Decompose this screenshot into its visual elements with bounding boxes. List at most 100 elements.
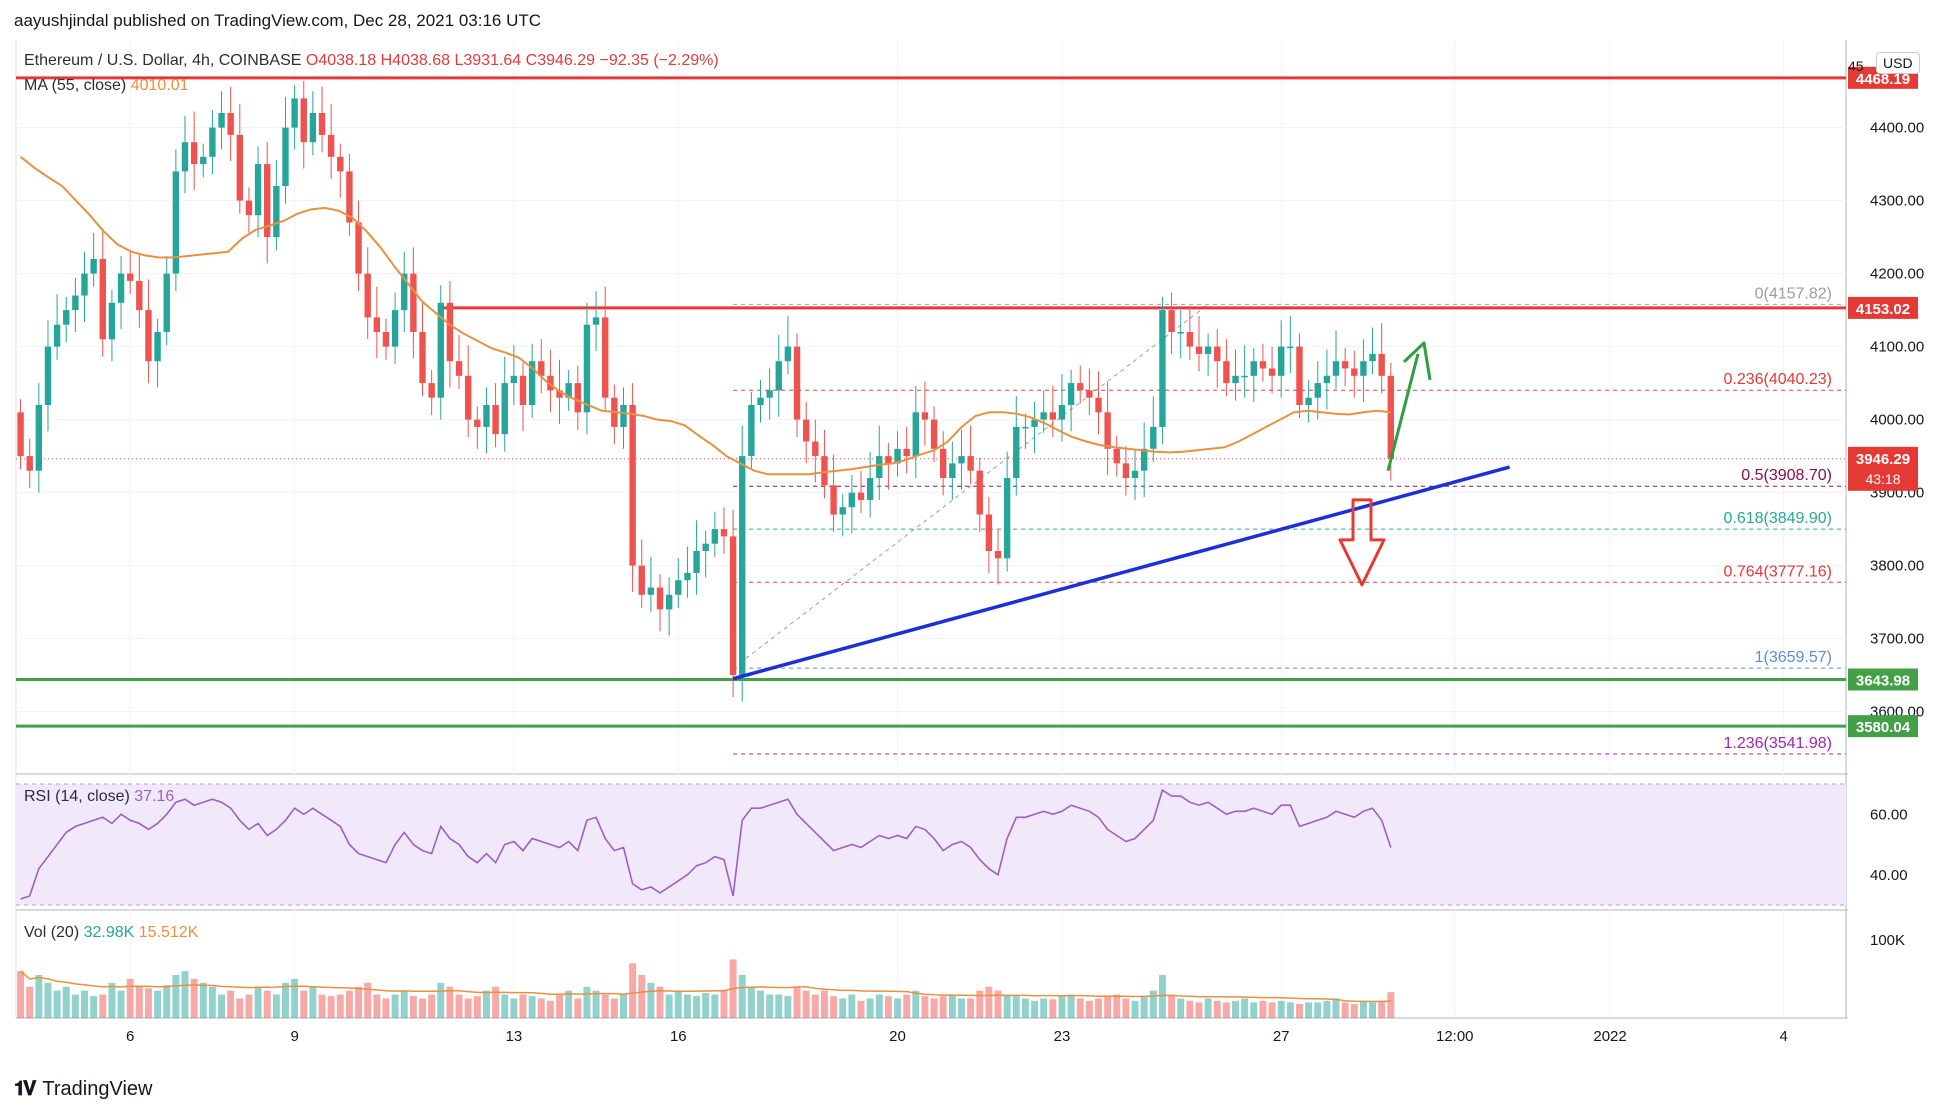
candle-body xyxy=(1013,426,1020,478)
volume-bar xyxy=(1131,1000,1139,1018)
close-value: C3946.29 xyxy=(525,52,596,69)
volume-bar xyxy=(1387,992,1395,1018)
volume-bar xyxy=(1350,1003,1358,1018)
candle-body xyxy=(492,405,499,435)
volume-bar xyxy=(446,986,454,1018)
rsi-label: RSI (14, close) xyxy=(24,788,130,805)
symbol-legend[interactable]: Ethereum / U.S. Dollar, 4h, COINBASE O40… xyxy=(24,52,719,70)
volume-bar xyxy=(117,990,125,1018)
candle-body xyxy=(583,324,591,413)
time-axis: 6 9 13 16 20 23 27 12:00 2022 4 xyxy=(126,1028,1788,1045)
candle-body xyxy=(647,587,655,595)
volume-bar xyxy=(309,986,317,1018)
candle-body xyxy=(538,361,545,376)
volume-bar xyxy=(163,985,171,1018)
volume-bar xyxy=(245,994,253,1018)
logo-text: TradingView xyxy=(42,1078,153,1100)
volume-bar xyxy=(1122,998,1130,1018)
candle-body xyxy=(1323,375,1331,384)
candle-body xyxy=(985,514,993,551)
candle-body xyxy=(876,456,883,478)
volume-bar xyxy=(793,986,801,1018)
volume-bar xyxy=(172,975,180,1018)
candle-body xyxy=(1177,332,1184,334)
candle-body xyxy=(1387,375,1395,459)
volume-bar xyxy=(1241,998,1249,1018)
volume-bar xyxy=(1076,998,1084,1018)
volume-bar xyxy=(820,990,828,1018)
volume-legend[interactable]: Vol (20) 32.98K 15.512K xyxy=(24,924,198,942)
candle-body xyxy=(236,134,244,201)
volume-bar xyxy=(455,994,463,1018)
volume-bar xyxy=(1067,994,1075,1018)
candle-body xyxy=(282,127,289,186)
candle-body xyxy=(885,456,892,464)
candle-body xyxy=(136,280,143,311)
volume-bar xyxy=(99,994,107,1018)
ma-label: MA (55, close) xyxy=(24,77,127,94)
price-tick-label: 4200.00 xyxy=(1870,266,1924,283)
candle-body xyxy=(35,405,43,471)
candle-body xyxy=(1204,346,1212,354)
candle-body xyxy=(592,317,600,325)
ma-legend[interactable]: MA (55, close) 4010.01 xyxy=(24,77,189,95)
candle-body xyxy=(684,572,691,581)
rsi-legend[interactable]: RSI (14, close) 37.16 xyxy=(24,788,174,806)
fib-level-label: 0.236(4040.23) xyxy=(1723,371,1832,388)
volume-bar xyxy=(875,994,883,1018)
candle-body xyxy=(318,113,326,135)
candle-body xyxy=(410,273,417,332)
bullish-arrow-shaft xyxy=(1386,353,1420,472)
volume-bar xyxy=(318,994,326,1018)
volume-bar xyxy=(1369,1002,1377,1018)
volume-bar xyxy=(683,994,691,1018)
volume-bar xyxy=(839,998,847,1018)
bearish-arrow xyxy=(1338,498,1386,587)
price-level-tag xyxy=(1848,296,1918,319)
candle-body xyxy=(556,390,563,398)
candle-body xyxy=(665,594,673,610)
price-level-tag xyxy=(1848,715,1918,738)
price-level-tag-label: 4153.02 xyxy=(1856,301,1910,318)
candle-body xyxy=(1003,478,1011,559)
candle-body xyxy=(784,346,792,362)
time-tick-label: 4 xyxy=(1779,1028,1787,1045)
candle-body xyxy=(419,332,426,384)
candle-body xyxy=(401,273,408,311)
tradingview-logo[interactable]: 𝟏𝐕 TradingView xyxy=(14,1078,152,1101)
currency-button[interactable]: USD xyxy=(1876,52,1920,74)
candle-body xyxy=(1122,463,1130,478)
volume-bar xyxy=(108,982,116,1018)
candle-body xyxy=(1113,448,1120,464)
candle-body xyxy=(1314,383,1321,398)
vol-label: Vol (20) xyxy=(24,924,80,941)
candle-body xyxy=(291,98,298,128)
candle-body xyxy=(190,142,198,165)
candle-body xyxy=(346,171,353,223)
volume-bar xyxy=(236,998,244,1018)
volume-bar xyxy=(1222,1002,1230,1018)
candle-body xyxy=(181,142,189,172)
volume-bar xyxy=(382,998,390,1018)
rsi-pane xyxy=(16,783,1846,906)
fibonacci-retracement: 0(4157.82) 0.236(4040.23) 0.5(3908.70) 0.61… xyxy=(732,285,1846,755)
volume-bar xyxy=(419,998,426,1018)
candle-body xyxy=(821,456,828,486)
volume-bar xyxy=(1204,998,1212,1018)
volume-bar xyxy=(300,990,308,1018)
candle-body xyxy=(1140,448,1148,471)
candle-body xyxy=(1040,412,1047,420)
candle-body xyxy=(1223,361,1230,384)
time-tick-label: 9 xyxy=(290,1028,298,1045)
volume-bar xyxy=(355,986,363,1018)
volume-bar xyxy=(565,990,573,1018)
fib-level-label: 0.618(3849.90) xyxy=(1723,510,1832,527)
time-tick-label: 12:00 xyxy=(1436,1028,1474,1045)
candle-body xyxy=(1131,470,1139,478)
fib-diagonal xyxy=(732,303,1209,669)
candle-body xyxy=(154,332,161,362)
volume-bar xyxy=(208,986,216,1018)
candle-body xyxy=(958,456,965,464)
volume-bar xyxy=(958,998,965,1018)
